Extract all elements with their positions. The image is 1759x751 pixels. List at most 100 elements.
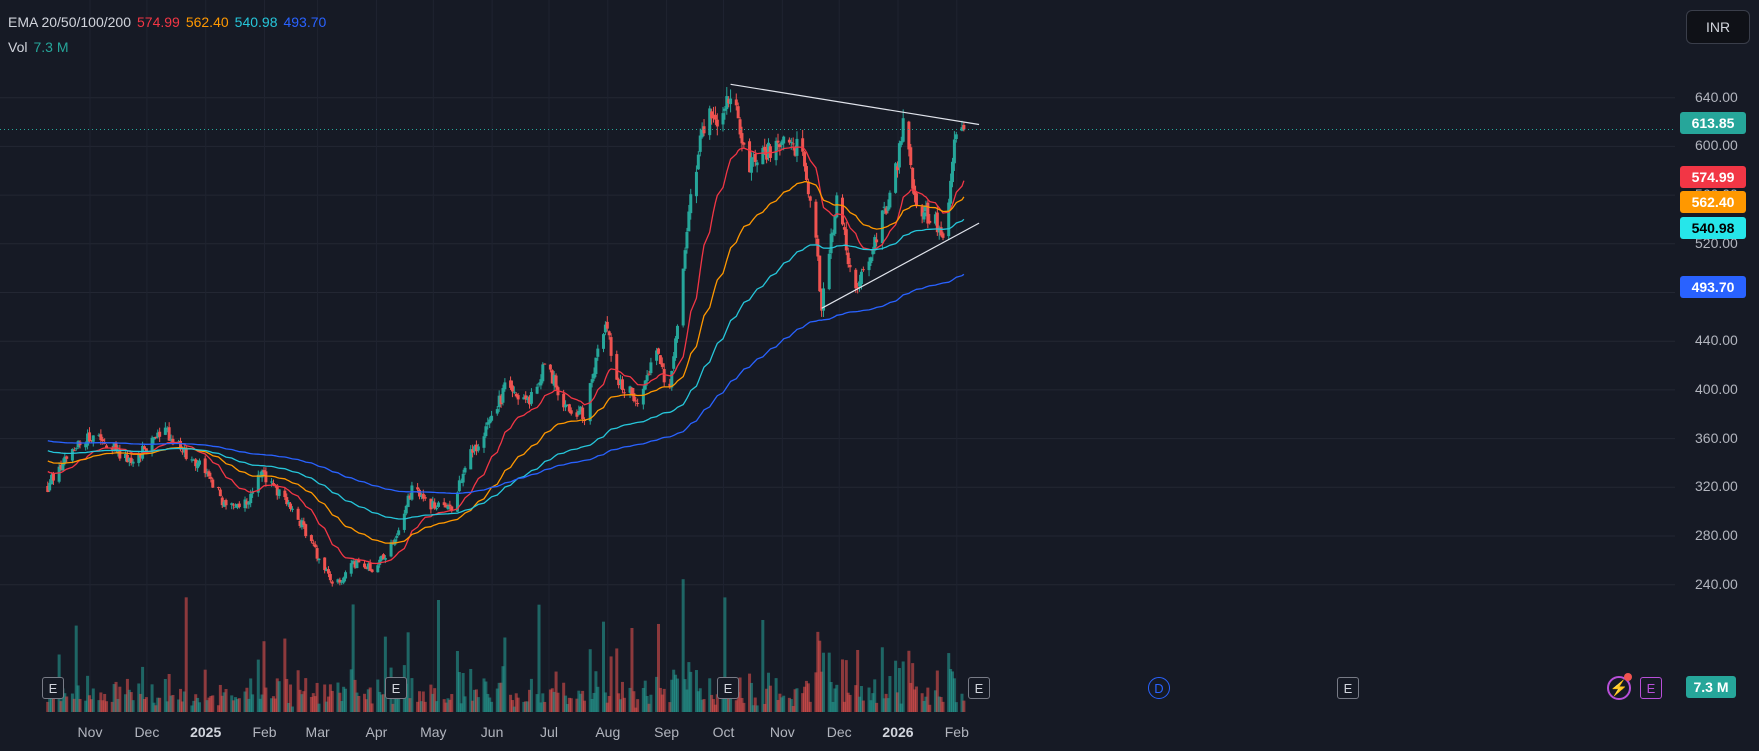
candle-body <box>366 563 370 570</box>
volume-bar <box>287 702 291 712</box>
volume-bar <box>911 663 915 712</box>
candle-body <box>296 508 300 520</box>
volume-bar <box>209 696 213 712</box>
volume-bar <box>237 698 241 712</box>
volume-bar <box>922 700 926 712</box>
candle-body <box>822 288 826 311</box>
volume-bar <box>296 670 300 712</box>
volume-bar <box>127 689 131 712</box>
earnings-partial-icon[interactable]: E <box>1640 677 1662 699</box>
volume-bar <box>689 671 693 712</box>
volume-bar <box>243 691 247 712</box>
candle-body <box>742 142 746 145</box>
candle-body <box>378 559 382 565</box>
volume-bar <box>436 600 440 712</box>
candle-body <box>829 233 833 254</box>
volume-bar <box>317 703 321 712</box>
candle-body <box>859 271 863 285</box>
candle-body <box>338 579 342 583</box>
candle-body <box>894 163 898 193</box>
candle-body <box>503 382 507 390</box>
candle-body <box>928 220 932 223</box>
volume-bar <box>450 694 454 712</box>
volume-bar <box>129 692 133 712</box>
candle-body <box>949 180 953 204</box>
candle-body <box>901 118 905 142</box>
earnings-marker[interactable]: E <box>1337 677 1359 699</box>
volume-legend[interactable]: Vol 7.3 M <box>8 37 74 57</box>
candle-body <box>755 162 759 166</box>
volume-bar <box>628 687 632 712</box>
candle-body <box>376 565 380 573</box>
candle-body <box>846 252 850 265</box>
volume-bar <box>406 632 410 712</box>
candle-body <box>713 114 717 120</box>
candle-body <box>548 364 552 370</box>
candle-body <box>649 362 653 374</box>
volume-bar <box>311 693 315 712</box>
volume-bar <box>820 671 824 712</box>
volume-bar <box>928 704 932 712</box>
earnings-marker[interactable]: E <box>42 677 64 699</box>
volume-bar <box>473 689 477 712</box>
candle-body <box>446 506 450 510</box>
volume-bar <box>46 701 50 712</box>
volume-bar <box>433 688 437 712</box>
candle-body <box>461 473 465 483</box>
dividend-marker[interactable]: D <box>1148 677 1170 699</box>
candle-body <box>144 448 148 452</box>
candle-body <box>734 99 738 106</box>
candle-body <box>514 393 518 397</box>
currency-button[interactable]: INR <box>1686 10 1750 44</box>
candle-body <box>232 504 236 506</box>
candle-body <box>357 559 361 563</box>
volume-bar <box>429 684 433 712</box>
volume-bar <box>694 670 698 712</box>
candle-body <box>192 459 196 461</box>
candle-body <box>526 398 530 400</box>
candle-body <box>211 479 215 488</box>
volume-bar <box>569 698 573 712</box>
candle-body <box>383 557 387 560</box>
volume-bar <box>607 696 611 712</box>
candle-body <box>197 460 201 465</box>
candle-body <box>564 404 568 408</box>
volume-bar <box>649 694 653 712</box>
candle-body <box>364 567 368 569</box>
volume-bar <box>814 672 818 712</box>
volume-bar <box>829 682 833 712</box>
candle-body <box>313 544 317 547</box>
volume-bar <box>702 699 706 712</box>
volume-bar <box>89 699 93 712</box>
candle-body <box>554 375 558 388</box>
candle-body <box>607 331 611 336</box>
volume-bar <box>179 688 183 712</box>
time-tick-label: Jun <box>480 724 504 740</box>
price-tick-label: 320.00 <box>1695 478 1738 495</box>
candle-body <box>497 395 501 408</box>
volume-bar <box>302 691 306 712</box>
candle-body <box>924 205 928 212</box>
trendline <box>821 222 980 309</box>
volume-bar <box>383 636 387 712</box>
earnings-marker[interactable]: E <box>968 677 990 699</box>
ema-legend[interactable]: EMA 20/50/100/200 574.99 562.40 540.98 493.7… <box>8 12 332 32</box>
volume-bar <box>581 690 585 712</box>
volume-bar <box>567 697 571 712</box>
candle-body <box>529 391 533 404</box>
volume-bar <box>471 700 475 712</box>
candle-body <box>410 485 414 500</box>
candle-body <box>137 453 141 464</box>
volume-bar <box>184 597 188 712</box>
volume-bar <box>526 701 530 712</box>
earnings-marker[interactable]: E <box>717 677 739 699</box>
candlesticks <box>46 87 966 587</box>
volume-bar <box>657 623 661 712</box>
volume-bar <box>622 697 626 712</box>
price-tick-label: 640.00 <box>1695 88 1738 105</box>
earnings-marker[interactable]: E <box>385 677 407 699</box>
flash-icon[interactable]: ⚡ <box>1607 676 1631 700</box>
candle-body <box>495 409 499 414</box>
volume-bar <box>285 678 289 712</box>
